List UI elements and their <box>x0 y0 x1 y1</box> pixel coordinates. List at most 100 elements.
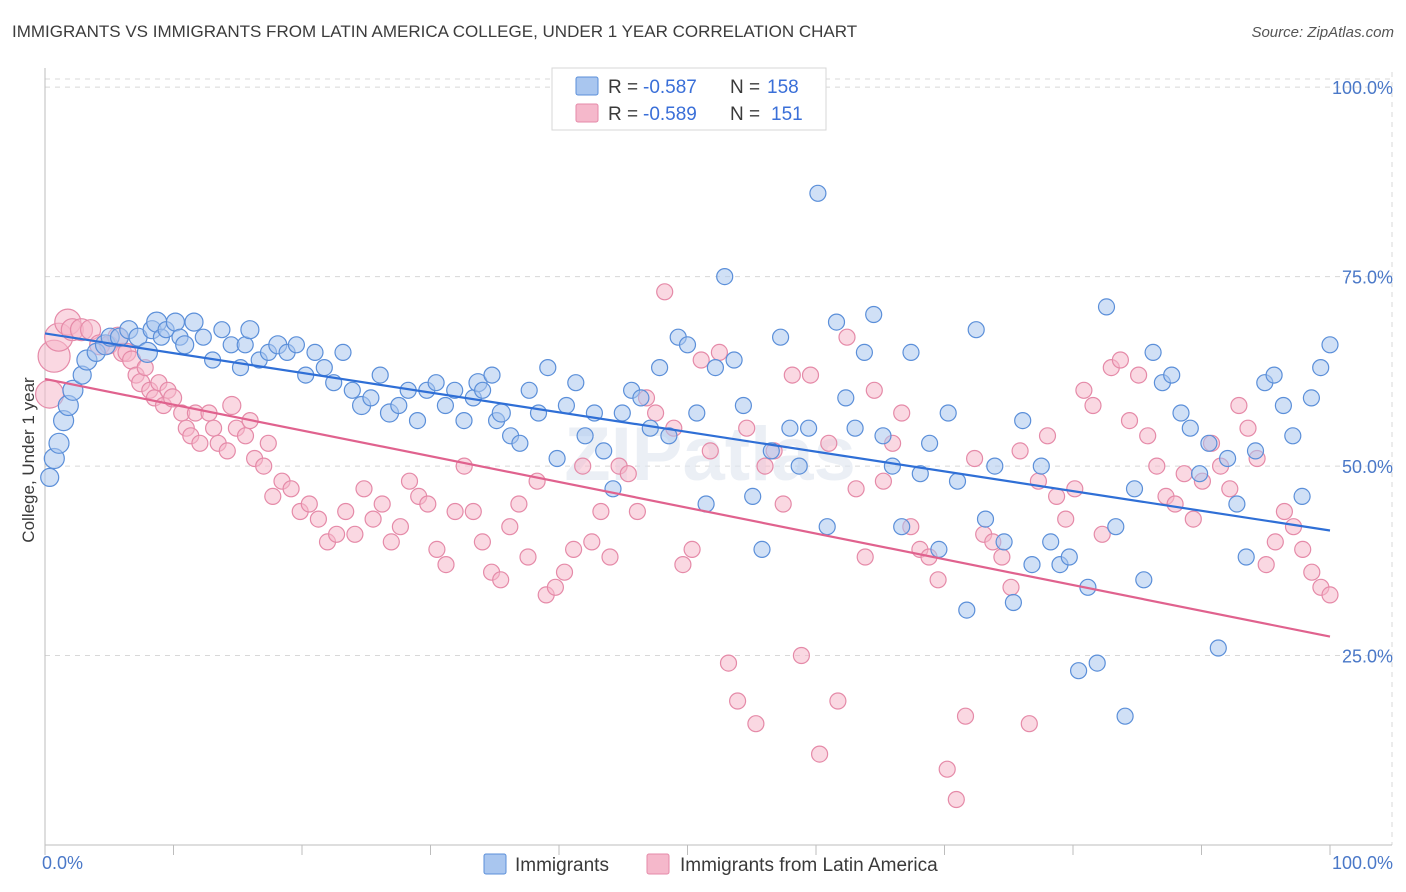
immigrants-point <box>1274 396 1293 415</box>
immigrants-point <box>1246 442 1265 460</box>
latin-america-point <box>865 381 883 399</box>
latin-america-point <box>820 434 838 452</box>
immigrants-point <box>334 343 352 361</box>
trend-line-immigrants <box>44 332 1331 532</box>
latin-america-point <box>1166 495 1184 513</box>
immigrants-point <box>790 457 808 475</box>
latin-america-point <box>838 328 856 346</box>
latin-america-point <box>674 555 692 574</box>
immigrants-point <box>818 518 836 536</box>
immigrants-point <box>1144 343 1162 361</box>
latin-america-point <box>1148 457 1166 475</box>
immigrants-point <box>390 396 408 415</box>
latin-america-point <box>259 434 277 452</box>
immigrants-point <box>184 312 204 332</box>
immigrants-point <box>136 341 158 363</box>
latin-america-point <box>492 571 510 589</box>
latin-america-point <box>628 502 647 521</box>
y-tick-label-25: 25.0% <box>1342 647 1393 667</box>
latin-america-point <box>337 502 355 521</box>
x-tick-label-max: 100.0% <box>1332 853 1393 873</box>
immigrants-point <box>1116 707 1134 725</box>
chart-source: Source: ZipAtlas.com <box>1251 24 1394 41</box>
immigrants-point <box>650 359 669 377</box>
immigrants-point <box>40 467 60 487</box>
latin-america-point <box>829 692 847 710</box>
latin-america-point <box>163 388 183 408</box>
immigrants-point <box>716 268 734 286</box>
latin-america-point <box>710 343 729 361</box>
latin-america-point <box>683 540 701 559</box>
latin-america-point <box>1038 427 1057 445</box>
latin-america-point <box>1011 442 1029 460</box>
latin-america-point <box>373 495 391 513</box>
latin-america-point <box>236 427 255 445</box>
immigrants-point <box>1284 427 1302 445</box>
bottom-legend-swatch-pink <box>646 853 670 875</box>
immigrants-point <box>1125 480 1144 498</box>
immigrants-point <box>483 366 501 384</box>
latin-america-point <box>738 419 756 437</box>
y-tick-label-75: 75.0% <box>1342 268 1393 288</box>
latin-america-point <box>583 533 601 551</box>
latin-america-point <box>400 472 419 490</box>
latin-america-point <box>446 502 464 521</box>
latin-america-point <box>847 480 865 498</box>
latin-america-point <box>222 395 242 416</box>
immigrants-point <box>408 412 427 430</box>
immigrants-point <box>893 518 911 536</box>
latin-america-point <box>619 465 637 483</box>
latin-america-point <box>555 563 574 581</box>
immigrants-point <box>1023 555 1041 574</box>
latin-america-point <box>1093 525 1111 543</box>
immigrants-point <box>474 381 492 399</box>
immigrants-point <box>1088 654 1106 672</box>
immigrants-point <box>846 419 864 437</box>
immigrants-point <box>567 374 585 392</box>
immigrants-point <box>1200 434 1218 452</box>
latin-america-point <box>747 715 765 733</box>
latin-america-point <box>893 404 911 422</box>
immigrants-point <box>1237 548 1255 566</box>
latin-america-point <box>956 707 975 725</box>
immigrants-point <box>315 359 333 377</box>
latin-america-point <box>756 457 774 475</box>
latin-america-point <box>1230 396 1248 415</box>
legend-swatch-blue <box>575 76 599 96</box>
bottom-legend-label-immigrants: Immigrants <box>515 855 609 876</box>
immigrants-point <box>613 404 631 422</box>
legend-n-label-2: N = <box>730 104 760 125</box>
immigrants-point <box>1014 412 1032 430</box>
immigrants-point <box>902 343 920 361</box>
immigrants-point <box>995 533 1013 551</box>
latin-america-point <box>929 571 947 589</box>
latin-america-point <box>1239 419 1257 437</box>
latin-america-point <box>218 442 236 460</box>
immigrants-point <box>967 321 985 339</box>
immigrants-point <box>799 419 818 437</box>
bottom-legend-swatch-blue <box>483 853 507 875</box>
latin-america-point <box>1002 578 1020 596</box>
y-tick-label-50: 50.0% <box>1342 457 1393 477</box>
latin-america-point <box>938 760 956 778</box>
immigrants-point <box>491 403 511 423</box>
immigrants-point <box>576 427 594 445</box>
legend-box: R = -0.587 N = 158 R = -0.589 N = 151 <box>551 67 827 131</box>
latin-america-point <box>191 434 209 452</box>
immigrants-point <box>1190 465 1209 483</box>
latin-america-point <box>1175 465 1193 483</box>
legend-n-value-2: 151 <box>771 104 803 125</box>
latin-america-point <box>264 487 282 505</box>
latin-america-point <box>519 548 537 566</box>
latin-america-point <box>646 404 665 422</box>
latin-america-point <box>1275 502 1294 521</box>
latin-america-point <box>965 449 984 468</box>
immigrants-point <box>781 419 799 437</box>
immigrants-point <box>1228 495 1246 513</box>
latin-america-point <box>1020 715 1038 733</box>
legend-n-value-1: 158 <box>767 77 799 98</box>
latin-america-point <box>728 692 747 710</box>
immigrants-point <box>855 343 874 361</box>
latin-america-point <box>783 366 801 384</box>
latin-america-point <box>437 555 455 574</box>
